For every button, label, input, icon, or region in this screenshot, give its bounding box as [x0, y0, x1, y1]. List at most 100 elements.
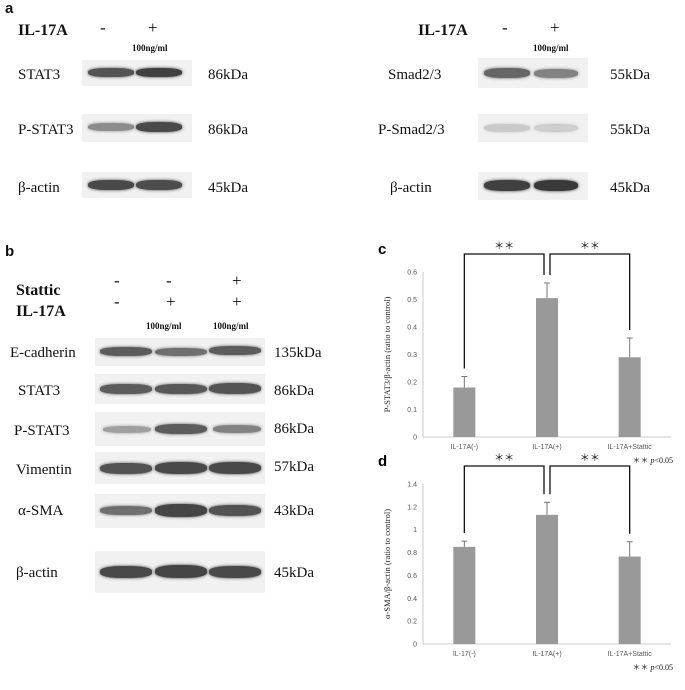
blot-band	[534, 124, 578, 132]
significance-label: ＊＊	[580, 453, 600, 464]
western-blot-strip	[82, 172, 192, 198]
y-tick-label: 0	[413, 642, 417, 649]
blot-band	[155, 348, 207, 356]
y-tick-label: 0.1	[407, 407, 417, 414]
western-blot-strip	[478, 172, 588, 200]
panel-a-left-protein-3: β-actin	[18, 180, 60, 196]
blot-band	[136, 180, 182, 190]
panel-a-left-kda-1: 86kDa	[208, 67, 248, 83]
significance-bracket	[549, 465, 631, 534]
significance-bracket	[463, 465, 545, 534]
significance-note: ＊＊ p<0.05	[632, 663, 673, 672]
panel-b-conc-3: 100ng/ml	[213, 321, 249, 331]
panel-letter-d: d	[378, 453, 387, 470]
panel-a-right-kda-1: 55kDa	[610, 67, 650, 83]
blot-band	[100, 384, 152, 394]
bar	[536, 298, 558, 437]
panel-a-right-conc: 100ng/ml	[533, 43, 569, 53]
panel-b-stattic-sign-1: -	[114, 271, 120, 290]
panel-a-left-protein-2: P-STAT3	[18, 122, 74, 138]
bar	[618, 357, 641, 437]
y-tick-label: 0.3	[407, 352, 417, 359]
category-label: IL-17A+Stattic	[608, 651, 653, 658]
western-blot-strip	[478, 114, 588, 142]
blot-band	[100, 347, 152, 356]
blot-band	[155, 462, 207, 474]
panel-b-protein-5: α-SMA	[18, 503, 64, 519]
y-tick-label: 1.2	[407, 504, 417, 511]
note-stars: ＊＊	[632, 456, 650, 465]
western-blot-strip	[478, 58, 588, 88]
blot-band	[155, 565, 207, 578]
panel-a-right-treatment-label: IL-17A	[418, 22, 468, 39]
category-label: IL-17A+Stattic	[608, 444, 653, 451]
category-label: IL-17A(+)	[532, 444, 561, 451]
y-tick-label: 0.2	[407, 619, 417, 626]
blot-band	[534, 69, 578, 78]
category-label: IL-17(-)	[453, 651, 476, 658]
blot-band	[209, 505, 261, 516]
panel-a-right-sign-1: -	[502, 18, 508, 37]
blot-band	[100, 566, 152, 578]
bar	[618, 556, 641, 644]
panel-b-protein-1: E-cadherin	[10, 345, 76, 361]
y-tick-label: 0	[413, 435, 417, 442]
blot-band	[136, 68, 182, 77]
panel-b-treatment-label-1: Stattic	[16, 282, 61, 299]
blot-band	[100, 463, 152, 474]
panel-a-left-kda-2: 86kDa	[208, 122, 248, 138]
panel-b-protein-6: β-actin	[16, 565, 58, 581]
chart-d: d 0 0.2 0.4 0.6 0.8 1 1.2 1.4 α-SMA/β-actin (rati…	[378, 453, 673, 672]
significance-label: ＊＊	[494, 453, 514, 464]
blot-band	[136, 122, 182, 132]
bar	[453, 546, 476, 644]
significance-bracket	[463, 253, 545, 369]
panel-b-treatment-label-2: IL-17A	[16, 303, 66, 320]
blot-band	[155, 424, 207, 434]
blot-band	[155, 384, 207, 394]
panel-b-il17a-sign-1: -	[114, 292, 120, 311]
y-tick-label: 0.2	[407, 380, 417, 387]
category-label: IL-17A(+)	[532, 651, 561, 658]
chart-c: c 0 0.1 0.2 0.3 0.4 0.5 0.6 P-STAT3/β-actin (rat…	[378, 241, 673, 465]
note-stars: ＊＊	[632, 663, 650, 672]
blot-band	[209, 462, 261, 474]
blot-band	[534, 180, 578, 191]
y-tick-label: 0.4	[407, 596, 417, 603]
panel-a-right-protein-2: P-Smad2/3	[378, 122, 445, 138]
panel-a-left-sign-1: -	[100, 18, 106, 37]
significance-label: ＊＊	[580, 241, 600, 252]
panel-a-right-protein-1: Smad2/3	[388, 67, 442, 83]
panel-a-left-sign-2: +	[148, 18, 158, 37]
panel-a-right-kda-3: 45kDa	[610, 180, 650, 196]
blot-band	[484, 124, 530, 132]
blot-band	[209, 383, 261, 394]
y-tick-label: 0.4	[407, 325, 417, 332]
significance-bracket	[549, 253, 631, 330]
western-blot-strip	[95, 494, 265, 528]
panel-a-right-protein-3: β-actin	[390, 180, 432, 196]
bar	[536, 514, 558, 644]
panel-b-kda-6: 45kDa	[274, 565, 314, 581]
significance-label: ＊＊	[494, 241, 514, 252]
y-tick-label: 0.6	[407, 573, 417, 580]
panel-a-letter: a	[5, 0, 14, 17]
blot-band	[484, 68, 530, 78]
blot-band	[155, 504, 207, 517]
blot-band	[100, 506, 152, 515]
panel-b-stattic-sign-2: -	[166, 271, 172, 290]
significance-note: ＊＊ p<0.05	[632, 456, 673, 465]
western-blot-strip	[82, 114, 192, 142]
category-label: IL-17A(-)	[451, 444, 479, 451]
panel-b-protein-3: P-STAT3	[14, 423, 70, 439]
panel-b-il17a-sign-3: +	[232, 292, 242, 311]
blot-band	[88, 123, 134, 131]
y-tick-label: 1.4	[407, 482, 417, 489]
panel-a-right-sign-2: +	[550, 18, 560, 37]
y-tick-label: 0.6	[407, 270, 417, 277]
blot-band	[484, 180, 530, 191]
note-p: p	[649, 663, 654, 672]
y-tick-label: 1	[413, 527, 417, 534]
panel-b-kda-2: 86kDa	[274, 383, 314, 399]
western-blot-strip	[95, 452, 265, 484]
